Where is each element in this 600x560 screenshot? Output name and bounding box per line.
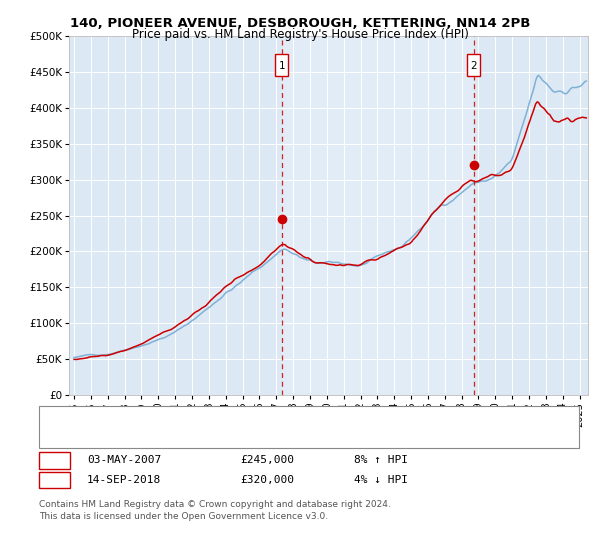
Text: 1: 1 bbox=[51, 455, 58, 465]
Text: Contains HM Land Registry data © Crown copyright and database right 2024.
This d: Contains HM Land Registry data © Crown c… bbox=[39, 500, 391, 521]
Text: 14-SEP-2018: 14-SEP-2018 bbox=[87, 475, 161, 485]
Text: 140, PIONEER AVENUE, DESBOROUGH, KETTERING, NN14 2PB: 140, PIONEER AVENUE, DESBOROUGH, KETTERI… bbox=[70, 17, 530, 30]
Text: 140, PIONEER AVENUE, DESBOROUGH, KETTERING, NN14 2PB (detached house): 140, PIONEER AVENUE, DESBOROUGH, KETTERI… bbox=[82, 413, 482, 423]
Text: £245,000: £245,000 bbox=[240, 455, 294, 465]
Bar bbox=[282, 36, 473, 395]
Text: ────: ──── bbox=[48, 413, 75, 423]
Text: 2: 2 bbox=[470, 60, 477, 71]
Text: HPI: Average price, detached house, North Northamptonshire: HPI: Average price, detached house, Nort… bbox=[82, 431, 388, 441]
Text: ────: ──── bbox=[48, 431, 75, 441]
Bar bbox=[467, 54, 480, 76]
Text: £320,000: £320,000 bbox=[240, 475, 294, 485]
Text: 8% ↑ HPI: 8% ↑ HPI bbox=[354, 455, 408, 465]
Text: 1: 1 bbox=[278, 60, 285, 71]
Bar bbox=[275, 54, 288, 76]
Text: 4% ↓ HPI: 4% ↓ HPI bbox=[354, 475, 408, 485]
Text: Price paid vs. HM Land Registry's House Price Index (HPI): Price paid vs. HM Land Registry's House … bbox=[131, 28, 469, 41]
Text: 03-MAY-2007: 03-MAY-2007 bbox=[87, 455, 161, 465]
Text: 2: 2 bbox=[51, 475, 58, 485]
